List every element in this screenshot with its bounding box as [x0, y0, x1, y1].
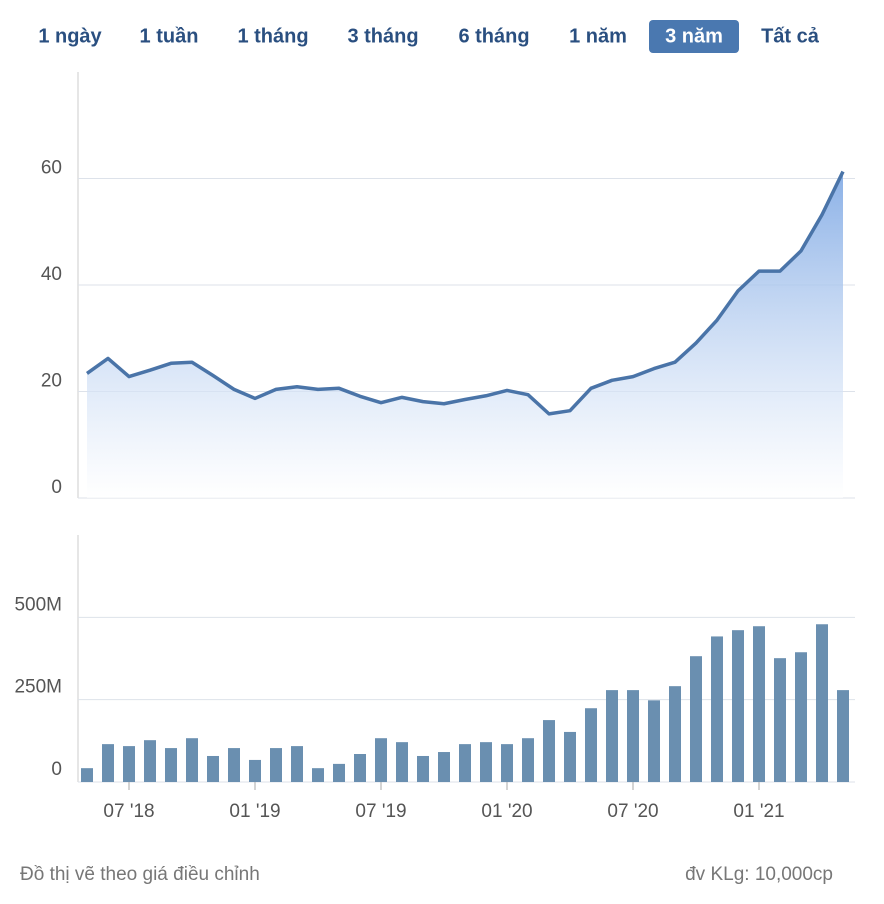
price-line [85, 170, 845, 416]
bar [375, 738, 387, 782]
bar [753, 626, 765, 782]
tab[interactable]: 3 tháng [347, 25, 418, 47]
bar [795, 652, 807, 782]
tab-active-bg[interactable] [649, 20, 739, 53]
bar [165, 748, 177, 782]
tab[interactable]: 1 tuần [140, 25, 199, 47]
bar [438, 752, 450, 782]
bar [774, 658, 786, 782]
bar [81, 768, 93, 782]
footer-unit: đv KLg: 10,000cp [685, 864, 833, 885]
tab[interactable]: 1 năm [569, 25, 627, 47]
bar [186, 738, 198, 782]
bar [270, 748, 282, 782]
x-tick-label: 01 '20 [481, 801, 532, 822]
tab[interactable]: 1 tháng [237, 25, 308, 47]
bar [480, 742, 492, 782]
y-tick-label: 60 [41, 158, 62, 179]
bar [312, 768, 324, 782]
bar [543, 720, 555, 782]
bar [606, 690, 618, 782]
bar [102, 744, 114, 782]
bar [627, 690, 639, 782]
bar [648, 700, 660, 782]
bar [522, 738, 534, 782]
area [87, 171, 843, 498]
bar [207, 755, 219, 782]
tab[interactable]: 3 năm [665, 25, 723, 47]
bar [291, 746, 303, 782]
bar [585, 708, 597, 782]
y-tick-label: 0 [51, 759, 62, 780]
bar [249, 759, 261, 782]
bar [816, 624, 828, 782]
x-tick-label: 07 '18 [103, 801, 154, 822]
bar [501, 744, 513, 782]
y-tick-label: 500M [14, 594, 62, 615]
bar [711, 636, 723, 782]
y-tick-label: 0 [51, 477, 62, 498]
bar [837, 690, 849, 782]
bar [144, 740, 156, 782]
bar [564, 731, 576, 782]
y-tick-label: 20 [41, 371, 62, 392]
tab[interactable]: Tất cả [761, 25, 820, 47]
bar [732, 630, 744, 782]
bar [354, 754, 366, 782]
bar [690, 656, 702, 782]
x-tick-label: 01 '19 [229, 801, 280, 822]
bar [228, 748, 240, 782]
bar [333, 763, 345, 782]
tab[interactable]: 6 tháng [458, 25, 529, 47]
y-tick-label: 40 [41, 264, 62, 285]
bar [669, 686, 681, 782]
bar [396, 742, 408, 782]
footer-note: Đồ thị vẽ theo giá điều chỉnh [20, 864, 260, 885]
x-tick-label: 07 '19 [355, 801, 406, 822]
tab[interactable]: 1 ngày [38, 25, 102, 47]
bar [123, 746, 135, 782]
y-tick-label: 250M [14, 677, 62, 698]
bar [459, 744, 471, 782]
x-tick-label: 01 '21 [733, 801, 784, 822]
bar [417, 755, 429, 782]
x-tick-label: 07 '20 [607, 801, 658, 822]
